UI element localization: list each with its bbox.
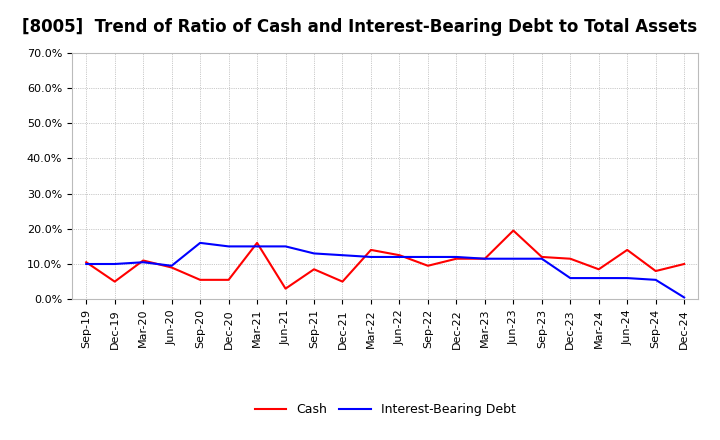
Interest-Bearing Debt bbox=[509, 256, 518, 261]
Cash bbox=[167, 265, 176, 270]
Cash bbox=[139, 258, 148, 263]
Line: Cash: Cash bbox=[86, 231, 684, 289]
Cash bbox=[110, 279, 119, 284]
Interest-Bearing Debt bbox=[623, 275, 631, 281]
Cash bbox=[338, 279, 347, 284]
Interest-Bearing Debt bbox=[680, 295, 688, 300]
Line: Interest-Bearing Debt: Interest-Bearing Debt bbox=[86, 243, 684, 297]
Cash bbox=[623, 247, 631, 253]
Interest-Bearing Debt bbox=[566, 275, 575, 281]
Cash bbox=[282, 286, 290, 291]
Interest-Bearing Debt bbox=[366, 254, 375, 260]
Legend: Cash, Interest-Bearing Debt: Cash, Interest-Bearing Debt bbox=[250, 398, 521, 421]
Interest-Bearing Debt bbox=[139, 260, 148, 265]
Cash bbox=[566, 256, 575, 261]
Cash bbox=[509, 228, 518, 233]
Cash bbox=[225, 277, 233, 282]
Cash bbox=[423, 263, 432, 268]
Cash bbox=[82, 260, 91, 265]
Interest-Bearing Debt bbox=[452, 254, 461, 260]
Interest-Bearing Debt bbox=[110, 261, 119, 267]
Cash bbox=[253, 240, 261, 246]
Interest-Bearing Debt bbox=[82, 261, 91, 267]
Interest-Bearing Debt bbox=[282, 244, 290, 249]
Cash bbox=[395, 253, 404, 258]
Cash bbox=[652, 268, 660, 274]
Interest-Bearing Debt bbox=[395, 254, 404, 260]
Cash bbox=[537, 254, 546, 260]
Interest-Bearing Debt bbox=[196, 240, 204, 246]
Interest-Bearing Debt bbox=[423, 254, 432, 260]
Interest-Bearing Debt bbox=[253, 244, 261, 249]
Interest-Bearing Debt bbox=[480, 256, 489, 261]
Cash bbox=[480, 256, 489, 261]
Interest-Bearing Debt bbox=[537, 256, 546, 261]
Cash bbox=[366, 247, 375, 253]
Cash bbox=[595, 267, 603, 272]
Cash bbox=[196, 277, 204, 282]
Interest-Bearing Debt bbox=[595, 275, 603, 281]
Cash bbox=[310, 267, 318, 272]
Text: [8005]  Trend of Ratio of Cash and Interest-Bearing Debt to Total Assets: [8005] Trend of Ratio of Cash and Intere… bbox=[22, 18, 698, 36]
Interest-Bearing Debt bbox=[225, 244, 233, 249]
Interest-Bearing Debt bbox=[652, 277, 660, 282]
Interest-Bearing Debt bbox=[167, 263, 176, 268]
Interest-Bearing Debt bbox=[310, 251, 318, 256]
Cash bbox=[452, 256, 461, 261]
Cash bbox=[680, 261, 688, 267]
Interest-Bearing Debt bbox=[338, 253, 347, 258]
